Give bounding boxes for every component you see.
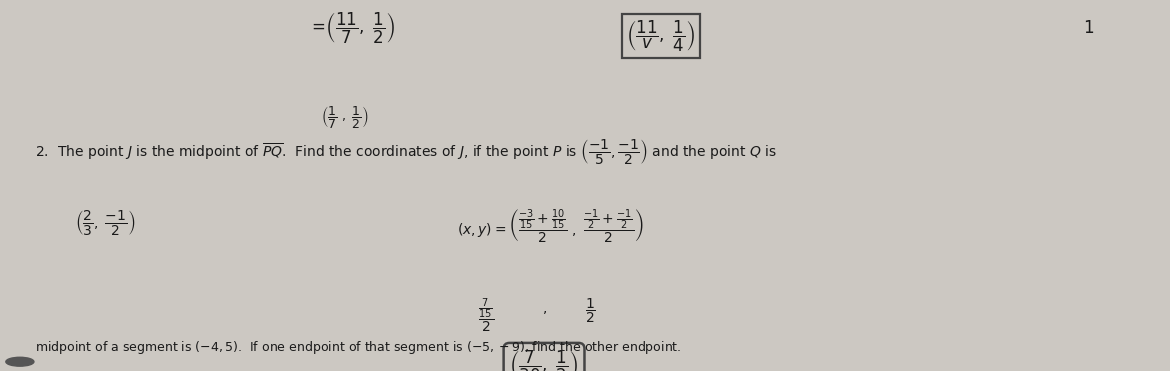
Text: $(x,y)=\left(\dfrac{\frac{-3}{15}+\frac{10}{15}}{2}\ ,\ \dfrac{\frac{-1}{2}+\fra: $(x,y)=\left(\dfrac{\frac{-3}{15}+\frac{…	[456, 208, 644, 246]
Circle shape	[6, 357, 34, 366]
Text: $\left(\dfrac{7}{30},\ \dfrac{1}{2}\right)$: $\left(\dfrac{7}{30},\ \dfrac{1}{2}\righ…	[509, 349, 579, 371]
Text: $\dfrac{\frac{7}{15}}{2}$: $\dfrac{\frac{7}{15}}{2}$	[477, 297, 494, 335]
Text: $,$: $,$	[542, 302, 546, 316]
Text: $\left(\dfrac{11}{v},\ \dfrac{1}{4}\right)$: $\left(\dfrac{11}{v},\ \dfrac{1}{4}\righ…	[626, 19, 696, 54]
Text: midpoint of a segment is $(-4,5)$.  If one endpoint of that segment is $(-5,-9)$: midpoint of a segment is $(-4,5)$. If on…	[35, 339, 682, 356]
Text: $\dfrac{1}{2}$: $\dfrac{1}{2}$	[585, 297, 597, 325]
Text: 2.  The point $J$ is the midpoint of $\overline{PQ}$.  Find the coordinates of $: 2. The point $J$ is the midpoint of $\ov…	[35, 137, 777, 166]
Text: $=\!\left(\dfrac{11}{7},\ \dfrac{1}{2}\right)$: $=\!\left(\dfrac{11}{7},\ \dfrac{1}{2}\r…	[308, 11, 394, 46]
Text: $\left(\dfrac{2}{3},\ \dfrac{-1}{2}\right)$: $\left(\dfrac{2}{3},\ \dfrac{-1}{2}\righ…	[75, 208, 136, 237]
Text: $\left(\dfrac{1}{7}\ ,\ \dfrac{1}{2}\right)$: $\left(\dfrac{1}{7}\ ,\ \dfrac{1}{2}\rig…	[322, 104, 369, 130]
Text: $1$: $1$	[1082, 19, 1094, 37]
